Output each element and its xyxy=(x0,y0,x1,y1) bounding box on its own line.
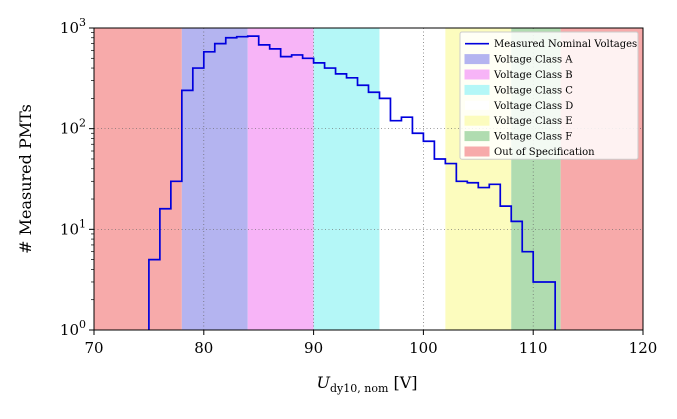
y-axis-label: # Measured PMTs xyxy=(16,104,35,254)
legend-label-voltage-class-f-6: Voltage Class F xyxy=(493,132,572,143)
y-tick-label-0: 100 xyxy=(60,318,86,339)
y-tick-label-3: 103 xyxy=(60,16,86,37)
series-line-measured-nominal-voltages xyxy=(148,35,557,330)
legend-swatch-voltage-class-d-4 xyxy=(465,100,489,110)
x-tick-label-110: 110 xyxy=(519,339,548,357)
x-axis: 70 80 90 100 110 120 xyxy=(84,330,657,357)
legend-box xyxy=(459,31,639,160)
legend-label-measured-nominal-voltages-0: Measured Nominal Voltages xyxy=(494,39,637,50)
legend-swatch-voltage-class-b-2 xyxy=(464,69,490,80)
legend-swatch-voltage-class-c-3 xyxy=(464,84,490,95)
x-axis-label-main: U xyxy=(317,373,331,392)
y-tick-label-1: 101 xyxy=(60,217,86,238)
x-axis-label-unit: [V] xyxy=(388,373,417,392)
legend-label-voltage-class-e-5: Voltage Class E xyxy=(493,116,573,127)
legend-swatch-voltage-class-f-6 xyxy=(464,131,490,142)
legend-swatch-voltage-class-e-5 xyxy=(464,115,490,126)
legend-label-voltage-class-c-3: Voltage Class C xyxy=(493,85,573,96)
x-tick-label-120: 120 xyxy=(629,339,658,357)
x-tick-label-100: 100 xyxy=(409,339,438,357)
band-voltage-class-b-2 xyxy=(247,28,314,330)
y-tick-label-2: 102 xyxy=(60,117,86,138)
legend-swatch-out-of-specification-7 xyxy=(464,146,490,157)
legend-label-out-of-specification-7: Out of Specification xyxy=(494,147,595,158)
legend-label-voltage-class-b-2: Voltage Class B xyxy=(493,70,573,81)
legend-label-voltage-class-a-1: Voltage Class A xyxy=(493,55,573,66)
x-axis-label-sub: dy10, nom xyxy=(330,382,389,395)
legend-swatch-voltage-class-a-1 xyxy=(464,54,490,65)
y-axis: 100 101 102 103 xyxy=(60,16,94,339)
legend: Measured Nominal Voltages Voltage Class A… xyxy=(459,31,639,160)
plot-frame xyxy=(93,27,644,331)
x-tick-label-90: 90 xyxy=(304,339,323,357)
x-axis-label: Udy10, nom [V] xyxy=(317,373,418,395)
legend-label-voltage-class-d-4: Voltage Class D xyxy=(493,101,573,112)
band-voltage-class-a-1 xyxy=(181,28,248,330)
band-voltage-class-d-4 xyxy=(379,28,446,330)
grid-lines xyxy=(94,28,643,330)
x-tick-label-80: 80 xyxy=(194,339,213,357)
band-out-of-specification-0 xyxy=(94,28,182,330)
x-tick-label-70: 70 xyxy=(84,339,103,357)
